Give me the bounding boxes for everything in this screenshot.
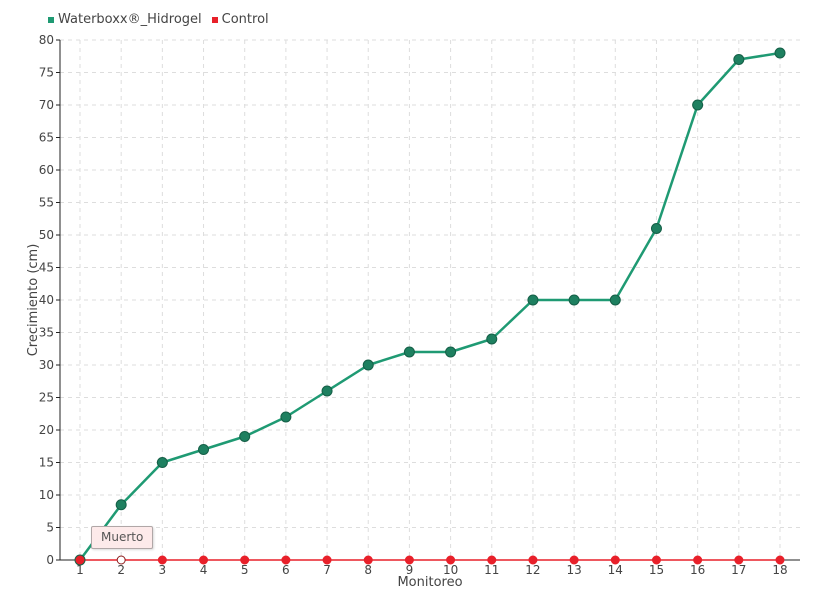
data-point-waterboxx bbox=[527, 294, 539, 306]
y-tick-label: 65 bbox=[39, 131, 54, 145]
data-point-waterboxx bbox=[568, 294, 580, 306]
y-tick-label: 50 bbox=[39, 228, 54, 242]
data-point-control bbox=[693, 555, 703, 565]
data-point-waterboxx bbox=[198, 444, 210, 455]
x-tick-label: 12 bbox=[525, 563, 540, 577]
legend-item-control[interactable]: Control bbox=[211, 12, 269, 27]
y-tick-label: 5 bbox=[46, 521, 54, 535]
y-tick-label: 40 bbox=[39, 293, 54, 307]
x-tick-label: 13 bbox=[566, 563, 581, 577]
y-tick-label: 55 bbox=[39, 196, 54, 210]
tooltip: Muerto bbox=[91, 526, 154, 549]
x-tick-label: 3 bbox=[159, 563, 167, 577]
grid-lines bbox=[60, 39, 800, 560]
y-tick-label: 35 bbox=[39, 326, 54, 340]
data-point-waterboxx bbox=[239, 431, 251, 442]
x-tick-label: 10 bbox=[443, 563, 458, 577]
data-point-waterboxx bbox=[321, 385, 333, 397]
data-point-control bbox=[487, 555, 497, 565]
series-layer bbox=[74, 47, 786, 566]
data-point-waterboxx bbox=[733, 54, 745, 65]
data-point-waterboxx bbox=[156, 457, 168, 468]
data-point-waterboxx bbox=[115, 499, 127, 511]
x-tick-label: 14 bbox=[608, 563, 623, 577]
data-point-control bbox=[610, 555, 620, 565]
x-tick-label: 8 bbox=[364, 563, 372, 577]
data-point-control bbox=[775, 555, 785, 565]
axes bbox=[56, 39, 800, 564]
x-tick-label: 11 bbox=[484, 563, 499, 577]
y-tick-label: 60 bbox=[39, 163, 54, 177]
x-axis-title: Monitoreo bbox=[397, 575, 462, 590]
data-point-control bbox=[734, 555, 744, 565]
x-tick-label: 17 bbox=[731, 563, 746, 577]
x-tick-label: 9 bbox=[406, 563, 414, 577]
data-point-waterboxx bbox=[486, 333, 498, 345]
y-axis-title: Crecimiento (cm) bbox=[26, 244, 41, 357]
data-point-control bbox=[322, 555, 332, 565]
y-tick-label: 25 bbox=[39, 391, 54, 405]
y-tick-label: 0 bbox=[46, 553, 54, 567]
data-point-control bbox=[157, 555, 167, 565]
x-tick-label: 16 bbox=[690, 563, 705, 577]
x-tick-label: 4 bbox=[200, 563, 208, 577]
data-point-waterboxx bbox=[692, 99, 704, 111]
data-point-control bbox=[240, 555, 250, 565]
data-point-control bbox=[569, 555, 579, 565]
y-tick-label: 80 bbox=[39, 33, 54, 47]
x-tick-label: 1 bbox=[76, 563, 84, 577]
legend-swatch-waterboxx bbox=[48, 16, 54, 23]
data-point-control bbox=[446, 555, 456, 565]
data-point-waterboxx bbox=[650, 223, 662, 234]
x-tick-label: 6 bbox=[282, 563, 290, 577]
y-tick-label: 70 bbox=[39, 98, 54, 112]
data-point-waterboxx bbox=[774, 47, 786, 59]
y-tick-label: 45 bbox=[39, 261, 54, 275]
y-tick-label: 15 bbox=[39, 456, 54, 470]
data-point-waterboxx bbox=[362, 359, 374, 371]
y-tick-label: 30 bbox=[39, 358, 54, 372]
x-tick-label: 18 bbox=[772, 563, 787, 577]
x-tick-label: 2 bbox=[117, 563, 125, 577]
y-tick-label: 20 bbox=[39, 423, 54, 437]
y-tick-label: 10 bbox=[39, 488, 54, 502]
data-point-control bbox=[528, 555, 538, 565]
data-point-control bbox=[75, 555, 85, 565]
data-point-control bbox=[404, 555, 414, 565]
legend-item-waterboxx[interactable]: Waterboxx®_Hidrogel bbox=[48, 12, 202, 27]
data-point-control bbox=[199, 555, 209, 565]
data-point-waterboxx bbox=[403, 346, 415, 358]
series-line-waterboxx bbox=[78, 51, 781, 561]
data-point-control bbox=[651, 555, 661, 565]
data-point-waterboxx bbox=[445, 346, 457, 358]
data-point-waterboxx bbox=[609, 294, 621, 306]
y-tick-label: 75 bbox=[39, 66, 54, 80]
data-point-control bbox=[281, 555, 291, 565]
legend: Waterboxx®_Hidrogel Control bbox=[48, 12, 269, 27]
data-point-control bbox=[363, 555, 373, 565]
x-tick-label: 7 bbox=[323, 563, 331, 577]
data-point-control bbox=[116, 555, 126, 565]
data-point-waterboxx bbox=[280, 411, 292, 423]
x-tick-label: 5 bbox=[241, 563, 249, 577]
x-tick-label: 15 bbox=[649, 563, 664, 577]
legend-label-control: Control bbox=[221, 12, 269, 27]
legend-swatch-control bbox=[211, 16, 218, 23]
legend-label-waterboxx: Waterboxx®_Hidrogel bbox=[58, 12, 202, 27]
